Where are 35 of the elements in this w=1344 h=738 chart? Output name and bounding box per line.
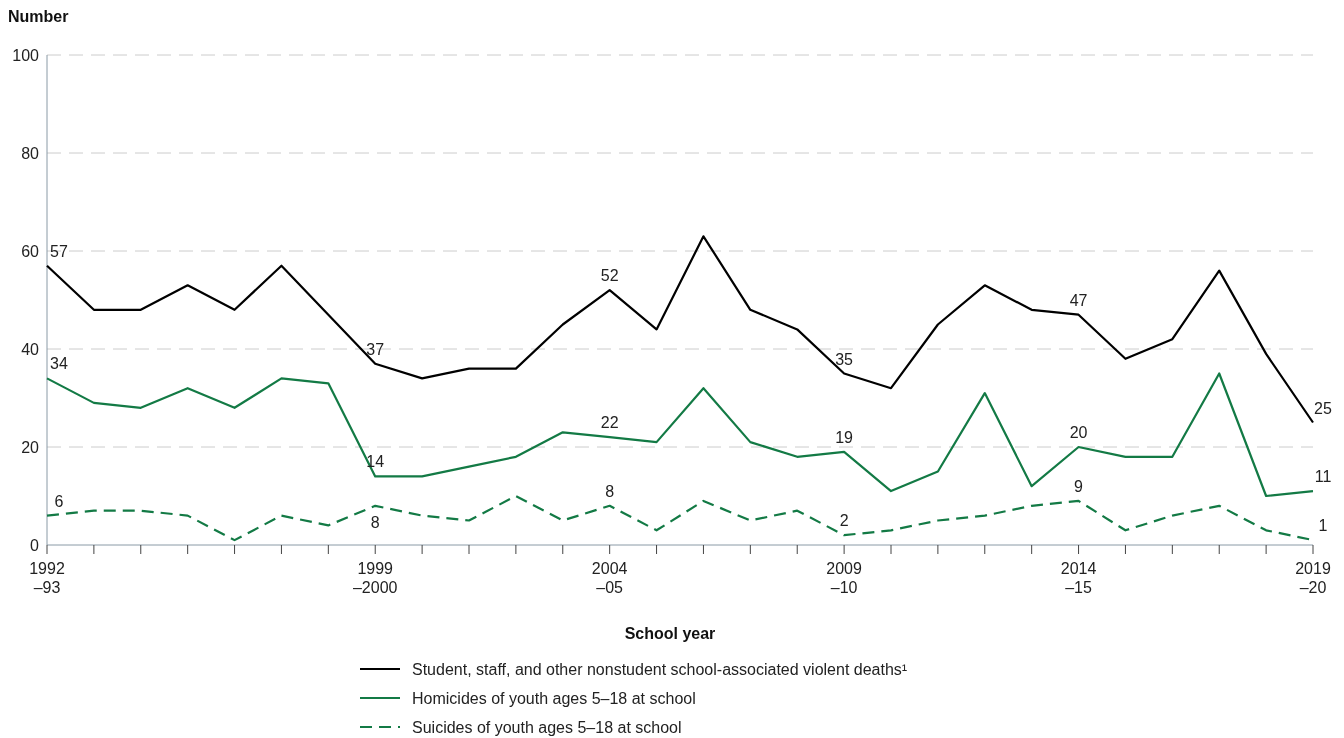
data-label: 47 (1069, 291, 1088, 309)
x-tick-label: 1992 –93 (29, 560, 65, 596)
y-tick-label: 0 (30, 536, 40, 554)
data-label: 22 (600, 414, 619, 432)
legend-label: Student, staff, and other nonstudent school-associated violent deaths¹ (412, 660, 908, 678)
legend-label: Homicides of youth ages 5–18 at school (412, 689, 696, 707)
x-tick-label: 1999 –2000 (352, 560, 398, 596)
x-tick-label: 2014 –15 (1060, 560, 1097, 596)
x-tick-label: 2019 –20 (1295, 560, 1331, 596)
data-label: 11 (1314, 468, 1332, 486)
data-label: 6 (54, 492, 64, 510)
x-tick-label: 2009 –10 (826, 560, 863, 596)
data-label: 25 (1314, 399, 1332, 417)
legend-label: Suicides of youth ages 5–18 at school (412, 718, 682, 736)
data-label: 35 (835, 350, 854, 368)
y-tick-label: 60 (21, 242, 40, 260)
y-tick-label: 20 (21, 438, 40, 456)
data-label: 52 (600, 267, 619, 285)
data-label: 34 (50, 355, 68, 373)
data-label: 20 (1069, 424, 1088, 441)
y-axis-title: Number (8, 8, 69, 25)
data-label: 8 (605, 482, 615, 500)
data-label: 2 (839, 512, 849, 530)
data-label: 19 (835, 428, 854, 446)
x-tick-label: 2004 –05 (591, 560, 628, 596)
x-axis-title: School year (624, 625, 716, 642)
y-tick-label: 80 (21, 144, 40, 162)
y-tick-label: 40 (21, 340, 40, 358)
data-label: 9 (1074, 477, 1084, 495)
data-label: 1 (1318, 517, 1328, 535)
y-tick-label: 100 (12, 46, 40, 64)
data-label: 8 (370, 513, 380, 531)
data-label: 14 (366, 453, 385, 471)
data-label: 57 (50, 242, 68, 260)
data-label: 37 (366, 340, 385, 358)
